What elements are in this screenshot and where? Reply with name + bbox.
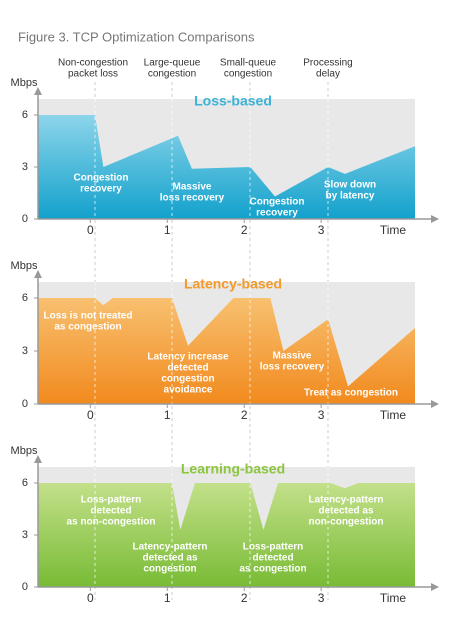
annotation: detected xyxy=(167,363,208,374)
y-tick-label: 3 xyxy=(22,529,28,541)
annotation: Slow down xyxy=(324,180,376,191)
y-arrow xyxy=(34,270,42,278)
x-arrow xyxy=(431,583,439,591)
annotation: loss recovery xyxy=(160,193,225,204)
annotation: as non-congestion xyxy=(67,517,156,528)
x-tick-label: 1 xyxy=(164,591,171,605)
y-tick-label: 6 xyxy=(22,292,28,304)
y-tick-label: 6 xyxy=(22,109,28,121)
annotation: Latency-pattern xyxy=(132,542,207,553)
annotation: avoidance xyxy=(164,385,213,396)
x-arrow xyxy=(431,400,439,408)
column-header: congestion xyxy=(224,69,272,80)
x-tick-label: 1 xyxy=(164,223,171,237)
annotation: non-congestion xyxy=(309,517,384,528)
y-axis-label: Mbps xyxy=(11,260,38,272)
annotation: as congestion xyxy=(239,564,306,575)
y-tick-label: 0 xyxy=(22,581,28,593)
x-tick-label: 2 xyxy=(241,223,248,237)
annotation: Loss-pattern xyxy=(81,495,142,506)
annotation: Loss-pattern xyxy=(243,542,304,553)
column-header: delay xyxy=(316,69,340,80)
annotation: Massive xyxy=(173,182,212,193)
annotation: detected as xyxy=(318,506,373,517)
x-tick-label: 3 xyxy=(318,408,325,422)
area xyxy=(38,483,415,587)
y-axis-label: Mbps xyxy=(11,77,38,89)
annotation: recovery xyxy=(256,208,298,219)
y-axis-label: Mbps xyxy=(11,445,38,457)
annotation: Loss is not treated xyxy=(44,311,133,322)
annotation: detected as xyxy=(142,553,197,564)
annotation: loss recovery xyxy=(260,362,325,373)
annotation: by latency xyxy=(326,191,375,202)
column-header: Processing xyxy=(303,58,352,69)
column-header: packet loss xyxy=(68,69,118,80)
annotation: congestion xyxy=(161,374,214,385)
annotation: Treat as congestion xyxy=(304,388,398,399)
figure-title: Figure 3. TCP Optimization Comparisons xyxy=(18,29,255,44)
x-axis-label: Time xyxy=(380,591,407,605)
y-arrow xyxy=(34,87,42,95)
annotation: congestion xyxy=(143,564,196,575)
annotation: Latency-pattern xyxy=(308,495,383,506)
annotation: detected xyxy=(90,506,131,517)
annotation: Congestion xyxy=(250,197,305,208)
area xyxy=(38,115,415,219)
x-tick-label: 3 xyxy=(318,223,325,237)
y-tick-label: 3 xyxy=(22,161,28,173)
x-arrow xyxy=(431,215,439,223)
x-tick-label: 1 xyxy=(164,408,171,422)
annotation: as congestion xyxy=(54,322,121,333)
annotation: Congestion xyxy=(74,173,129,184)
chart-title: Latency-based xyxy=(184,276,282,292)
annotation: detected xyxy=(252,553,293,564)
y-tick-label: 6 xyxy=(22,477,28,489)
x-tick-label: 0 xyxy=(87,408,94,422)
y-tick-label: 0 xyxy=(22,213,28,225)
annotation: Latency increase xyxy=(147,352,229,363)
x-tick-label: 0 xyxy=(87,591,94,605)
x-tick-label: 3 xyxy=(318,591,325,605)
x-tick-label: 0 xyxy=(87,223,94,237)
annotation: recovery xyxy=(80,184,122,195)
column-header: congestion xyxy=(148,69,196,80)
chart-title: Loss-based xyxy=(194,93,272,109)
column-header: Non-congestion xyxy=(58,58,128,69)
x-tick-label: 2 xyxy=(241,408,248,422)
column-header: Small-queue xyxy=(220,58,277,69)
area xyxy=(38,298,415,404)
x-tick-label: 2 xyxy=(241,591,248,605)
column-header: Large-queue xyxy=(144,58,201,69)
annotation: Massive xyxy=(273,351,312,362)
x-axis-label: Time xyxy=(380,408,407,422)
y-arrow xyxy=(34,455,42,463)
y-tick-label: 3 xyxy=(22,345,28,357)
x-axis-label: Time xyxy=(380,223,407,237)
y-tick-label: 0 xyxy=(22,398,28,410)
chart-title: Learning-based xyxy=(181,461,285,477)
